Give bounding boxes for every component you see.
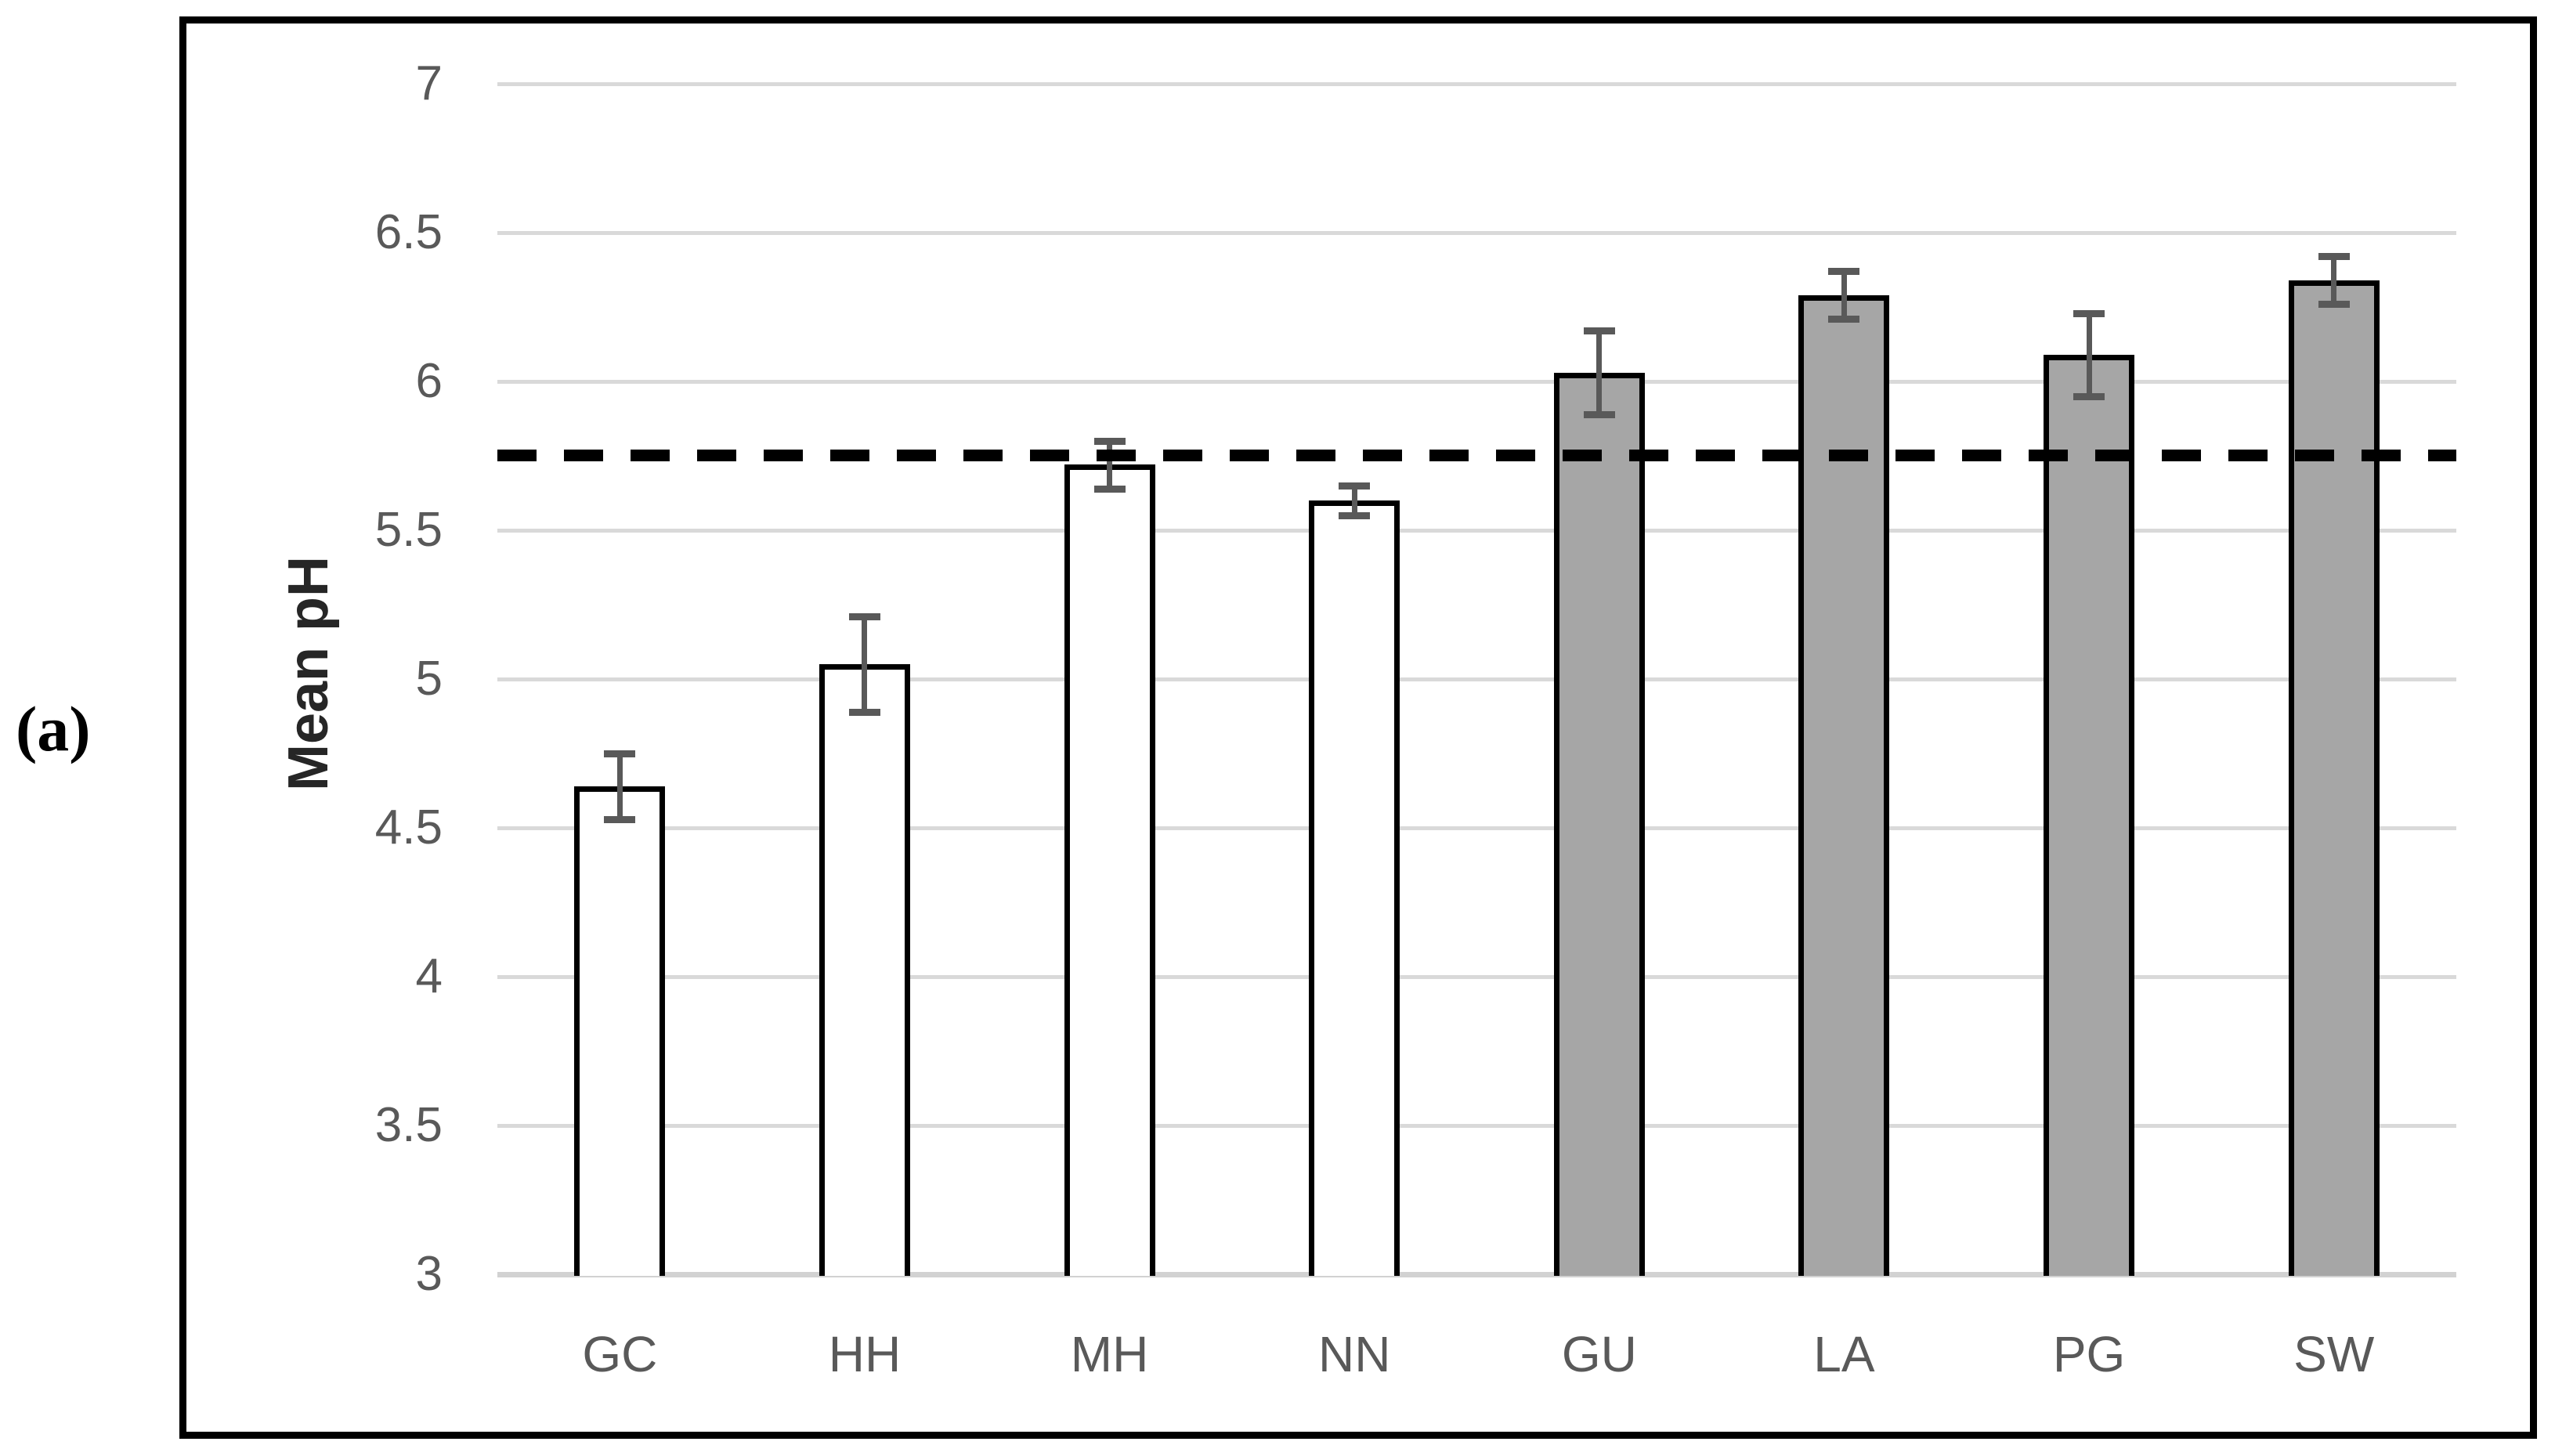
bar-HH bbox=[819, 664, 910, 1276]
x-tick-label-GU: GU bbox=[1561, 1326, 1637, 1382]
gridline bbox=[497, 1124, 2456, 1128]
bar-MH bbox=[1064, 464, 1155, 1276]
error-bar-stem-MH bbox=[1107, 441, 1113, 489]
bar-GC bbox=[574, 786, 666, 1276]
y-tick-label: 3 bbox=[415, 1247, 443, 1301]
x-tick-label-GC: GC bbox=[582, 1326, 658, 1382]
gridline bbox=[497, 826, 2456, 830]
error-bar-stem-HH bbox=[862, 616, 868, 712]
y-tick-label: 6.5 bbox=[374, 205, 443, 259]
error-bar-lower-cap-PG bbox=[2073, 393, 2105, 400]
error-bar-lower-cap-NN bbox=[1339, 512, 1371, 519]
gridline bbox=[497, 975, 2456, 979]
bar-LA bbox=[1798, 294, 1890, 1276]
error-bar-upper-cap-GC bbox=[604, 750, 636, 757]
error-bar-stem-PG bbox=[2086, 313, 2092, 396]
error-bar-stem-GC bbox=[616, 753, 623, 819]
y-tick-label: 5.5 bbox=[374, 503, 443, 557]
bar-GU bbox=[1553, 372, 1645, 1276]
bar-SW bbox=[2288, 280, 2380, 1276]
figure-panel-label: (a) bbox=[16, 693, 91, 764]
y-tick-label: 4.5 bbox=[374, 800, 443, 854]
error-bar-lower-cap-LA bbox=[1828, 316, 1860, 323]
error-bar-upper-cap-GU bbox=[1583, 327, 1615, 335]
error-bar-stem-GU bbox=[1596, 331, 1603, 414]
x-tick-label-MH: MH bbox=[1070, 1326, 1149, 1382]
y-tick-label: 4 bbox=[415, 949, 443, 1003]
x-tick-label-PG: PG bbox=[2052, 1326, 2126, 1382]
gridline bbox=[497, 380, 2456, 384]
bar-NN bbox=[1309, 500, 1400, 1276]
x-tick-label-SW: SW bbox=[2293, 1326, 2375, 1382]
error-bar-upper-cap-MH bbox=[1093, 438, 1126, 445]
error-bar-upper-cap-NN bbox=[1339, 482, 1371, 490]
gridline bbox=[497, 677, 2456, 681]
error-bar-upper-cap-PG bbox=[2073, 309, 2105, 317]
y-tick-label: 3.5 bbox=[374, 1098, 443, 1152]
error-bar-lower-cap-GU bbox=[1583, 410, 1615, 418]
y-tick-label: 5 bbox=[415, 652, 443, 706]
error-bar-lower-cap-MH bbox=[1093, 485, 1126, 493]
error-bar-upper-cap-LA bbox=[1828, 268, 1860, 276]
error-bar-upper-cap-SW bbox=[2318, 253, 2350, 261]
bar-PG bbox=[2044, 354, 2135, 1276]
x-axis-baseline bbox=[497, 1272, 2456, 1277]
y-tick-label: 6 bbox=[415, 354, 443, 408]
x-tick-label-NN: NN bbox=[1317, 1326, 1391, 1382]
error-bar-stem-NN bbox=[1351, 486, 1357, 515]
error-bar-stem-LA bbox=[1841, 271, 1847, 320]
error-bar-lower-cap-SW bbox=[2318, 301, 2350, 309]
error-bar-lower-cap-GC bbox=[604, 815, 636, 823]
gridline bbox=[497, 231, 2456, 235]
error-bar-lower-cap-HH bbox=[848, 708, 880, 716]
x-tick-label-LA: LA bbox=[1813, 1326, 1875, 1382]
gridline bbox=[497, 529, 2456, 533]
error-bar-upper-cap-HH bbox=[848, 613, 880, 621]
y-tick-label: 7 bbox=[415, 56, 443, 110]
reference-line-dashed bbox=[497, 450, 2456, 461]
gridline bbox=[497, 82, 2456, 86]
error-bar-stem-SW bbox=[2331, 256, 2337, 305]
x-tick-label-HH: HH bbox=[828, 1326, 902, 1382]
